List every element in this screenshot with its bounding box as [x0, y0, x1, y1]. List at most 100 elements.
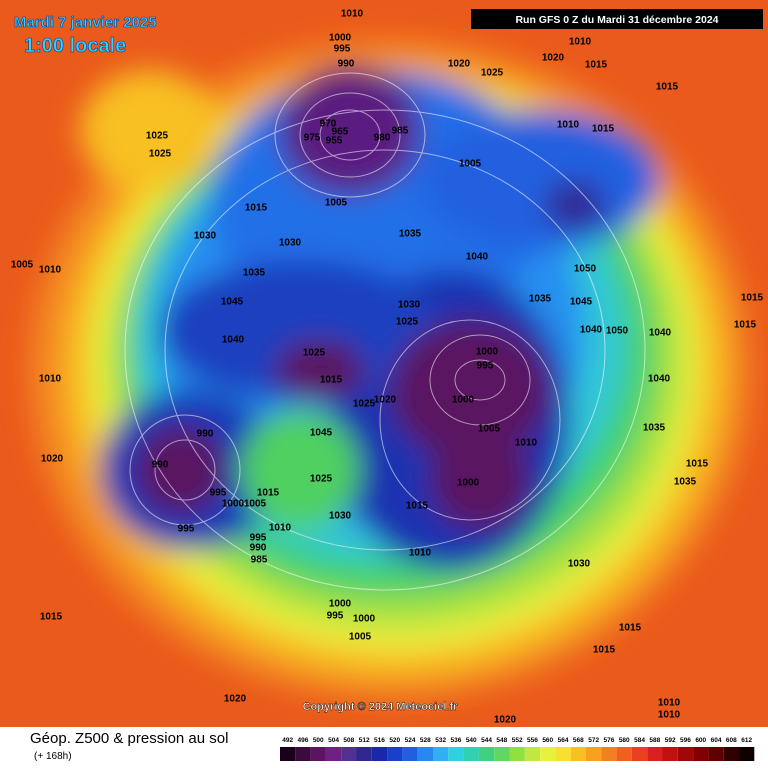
isobar-label: 1000: [452, 395, 475, 406]
legend-tick-label: 580: [619, 737, 630, 744]
isobar-label: 1020: [41, 454, 64, 465]
isobar-label: 1020: [374, 395, 397, 406]
legend-swatch: [463, 747, 479, 761]
lead-time: (+ 168h): [34, 751, 72, 762]
isobar-label: 1010: [569, 37, 592, 48]
isobar-label: 1010: [409, 548, 432, 559]
isobar-label: 1015: [257, 488, 280, 499]
legend-swatch: [433, 747, 449, 761]
isobar-label: 1040: [580, 325, 603, 336]
isobar-label: 1015: [734, 320, 757, 331]
legend-tick-label: 596: [680, 737, 691, 744]
isobar-label: 1010: [557, 120, 580, 131]
legend-swatch: [417, 747, 433, 761]
isobar-label: 1035: [243, 268, 266, 279]
isobar-label: 1005: [244, 499, 267, 510]
isobar-label: 1010: [269, 523, 292, 534]
legend-swatch: [478, 747, 495, 761]
legend-swatch: [739, 747, 755, 761]
isobar-label: 965: [332, 127, 349, 138]
time-title: 1:00 locale: [24, 35, 126, 57]
run-info: Run GFS 0 Z du Mardi 31 décembre 2024: [515, 14, 718, 26]
legend-swatch: [677, 747, 694, 761]
isobar-label: 995: [477, 361, 494, 372]
legend-swatch: [325, 747, 342, 761]
isobar-label: 1000: [353, 614, 376, 625]
legend-swatch: [494, 747, 510, 761]
isobar-label: 1030: [398, 300, 421, 311]
isobar-label: 955: [326, 136, 343, 147]
legend-tick-label: 540: [466, 737, 477, 744]
legend-tick-label: 504: [328, 737, 339, 744]
isobar-label: 1015: [585, 60, 608, 71]
isobar-label: 1015: [40, 612, 63, 623]
isobar-label: 1010: [39, 374, 62, 385]
isobar-label: 1025: [481, 68, 504, 79]
isobar-label: 1015: [619, 623, 642, 634]
isobar-label: 995: [334, 44, 351, 55]
isobar-label: 1025: [396, 317, 419, 328]
legend-tick-label: 548: [496, 737, 507, 744]
legend-tick-label: 508: [343, 737, 354, 744]
z500-field: [30, 40, 750, 700]
footer: Géop. Z500 & pression au sol (+ 168h) 49…: [30, 730, 755, 762]
legend-swatch: [693, 747, 709, 761]
isobar-label: 990: [338, 59, 355, 70]
legend-tick-label: 608: [726, 737, 737, 744]
isobar-label: 990: [197, 429, 214, 440]
legend-tick-label: 588: [649, 737, 660, 744]
isobar-label: 1025: [303, 348, 326, 359]
isobar-label: 1010: [658, 698, 681, 709]
product-title: Géop. Z500 & pression au sol: [30, 730, 228, 747]
isobar-label: 1030: [279, 238, 302, 249]
isobar-label: 1035: [399, 229, 422, 240]
isobar-label: 970: [320, 119, 337, 130]
legend-tick-label: 524: [405, 737, 416, 744]
run-box: [471, 9, 763, 29]
isobar-label: 1010: [515, 438, 538, 449]
isobar-label: 1045: [221, 297, 244, 308]
isobar-label: 995: [327, 611, 344, 622]
isobar-label: 1010: [341, 9, 364, 20]
legend-tick-label: 584: [634, 737, 645, 744]
legend-swatch: [708, 747, 724, 761]
isobar-label: 975: [304, 133, 321, 144]
isobar-label: 1005: [478, 424, 501, 435]
isobar-label: 1005: [325, 198, 348, 209]
legend-swatch: [295, 747, 311, 761]
legend-swatch: [356, 747, 372, 761]
isobar-label: 1010: [658, 710, 681, 721]
isobar-label: 1020: [494, 715, 517, 726]
isobar-label: 1040: [648, 374, 671, 385]
isobar-label: 1005: [11, 260, 34, 271]
legend-tick-label: 512: [359, 737, 370, 744]
isobar-label: 1000: [329, 33, 352, 44]
legend-tick-label: 576: [604, 737, 615, 744]
legend-tick-label: 556: [527, 737, 538, 744]
isobar-label: 1000: [476, 347, 499, 358]
isobar-label: 985: [392, 126, 409, 137]
isobar-label: 1025: [149, 149, 172, 160]
isobar-label: 1005: [349, 632, 372, 643]
isobar-label: 1015: [656, 82, 679, 93]
isobar-label: 1010: [39, 265, 62, 276]
isobar-label: 1025: [146, 131, 169, 142]
isobar-label: 1005: [459, 159, 482, 170]
legend-tick-label: 592: [665, 737, 676, 744]
legend-swatch: [402, 747, 418, 761]
isobar-label: 1025: [353, 399, 376, 410]
legend-swatch: [601, 747, 617, 761]
legend-swatch: [586, 747, 602, 761]
isobar-label: 1020: [448, 59, 471, 70]
isobar-label: 990: [250, 543, 267, 554]
legend-swatch: [280, 747, 296, 761]
legend-swatch: [387, 747, 403, 761]
legend-tick-label: 516: [374, 737, 385, 744]
legend-tick-label: 572: [588, 737, 599, 744]
legend-tick-label: 496: [298, 737, 309, 744]
isobar-label: 1015: [686, 459, 709, 470]
isobar-label: 1000: [222, 499, 245, 510]
isolines: [124, 72, 646, 591]
legend-tick-label: 528: [420, 737, 431, 744]
